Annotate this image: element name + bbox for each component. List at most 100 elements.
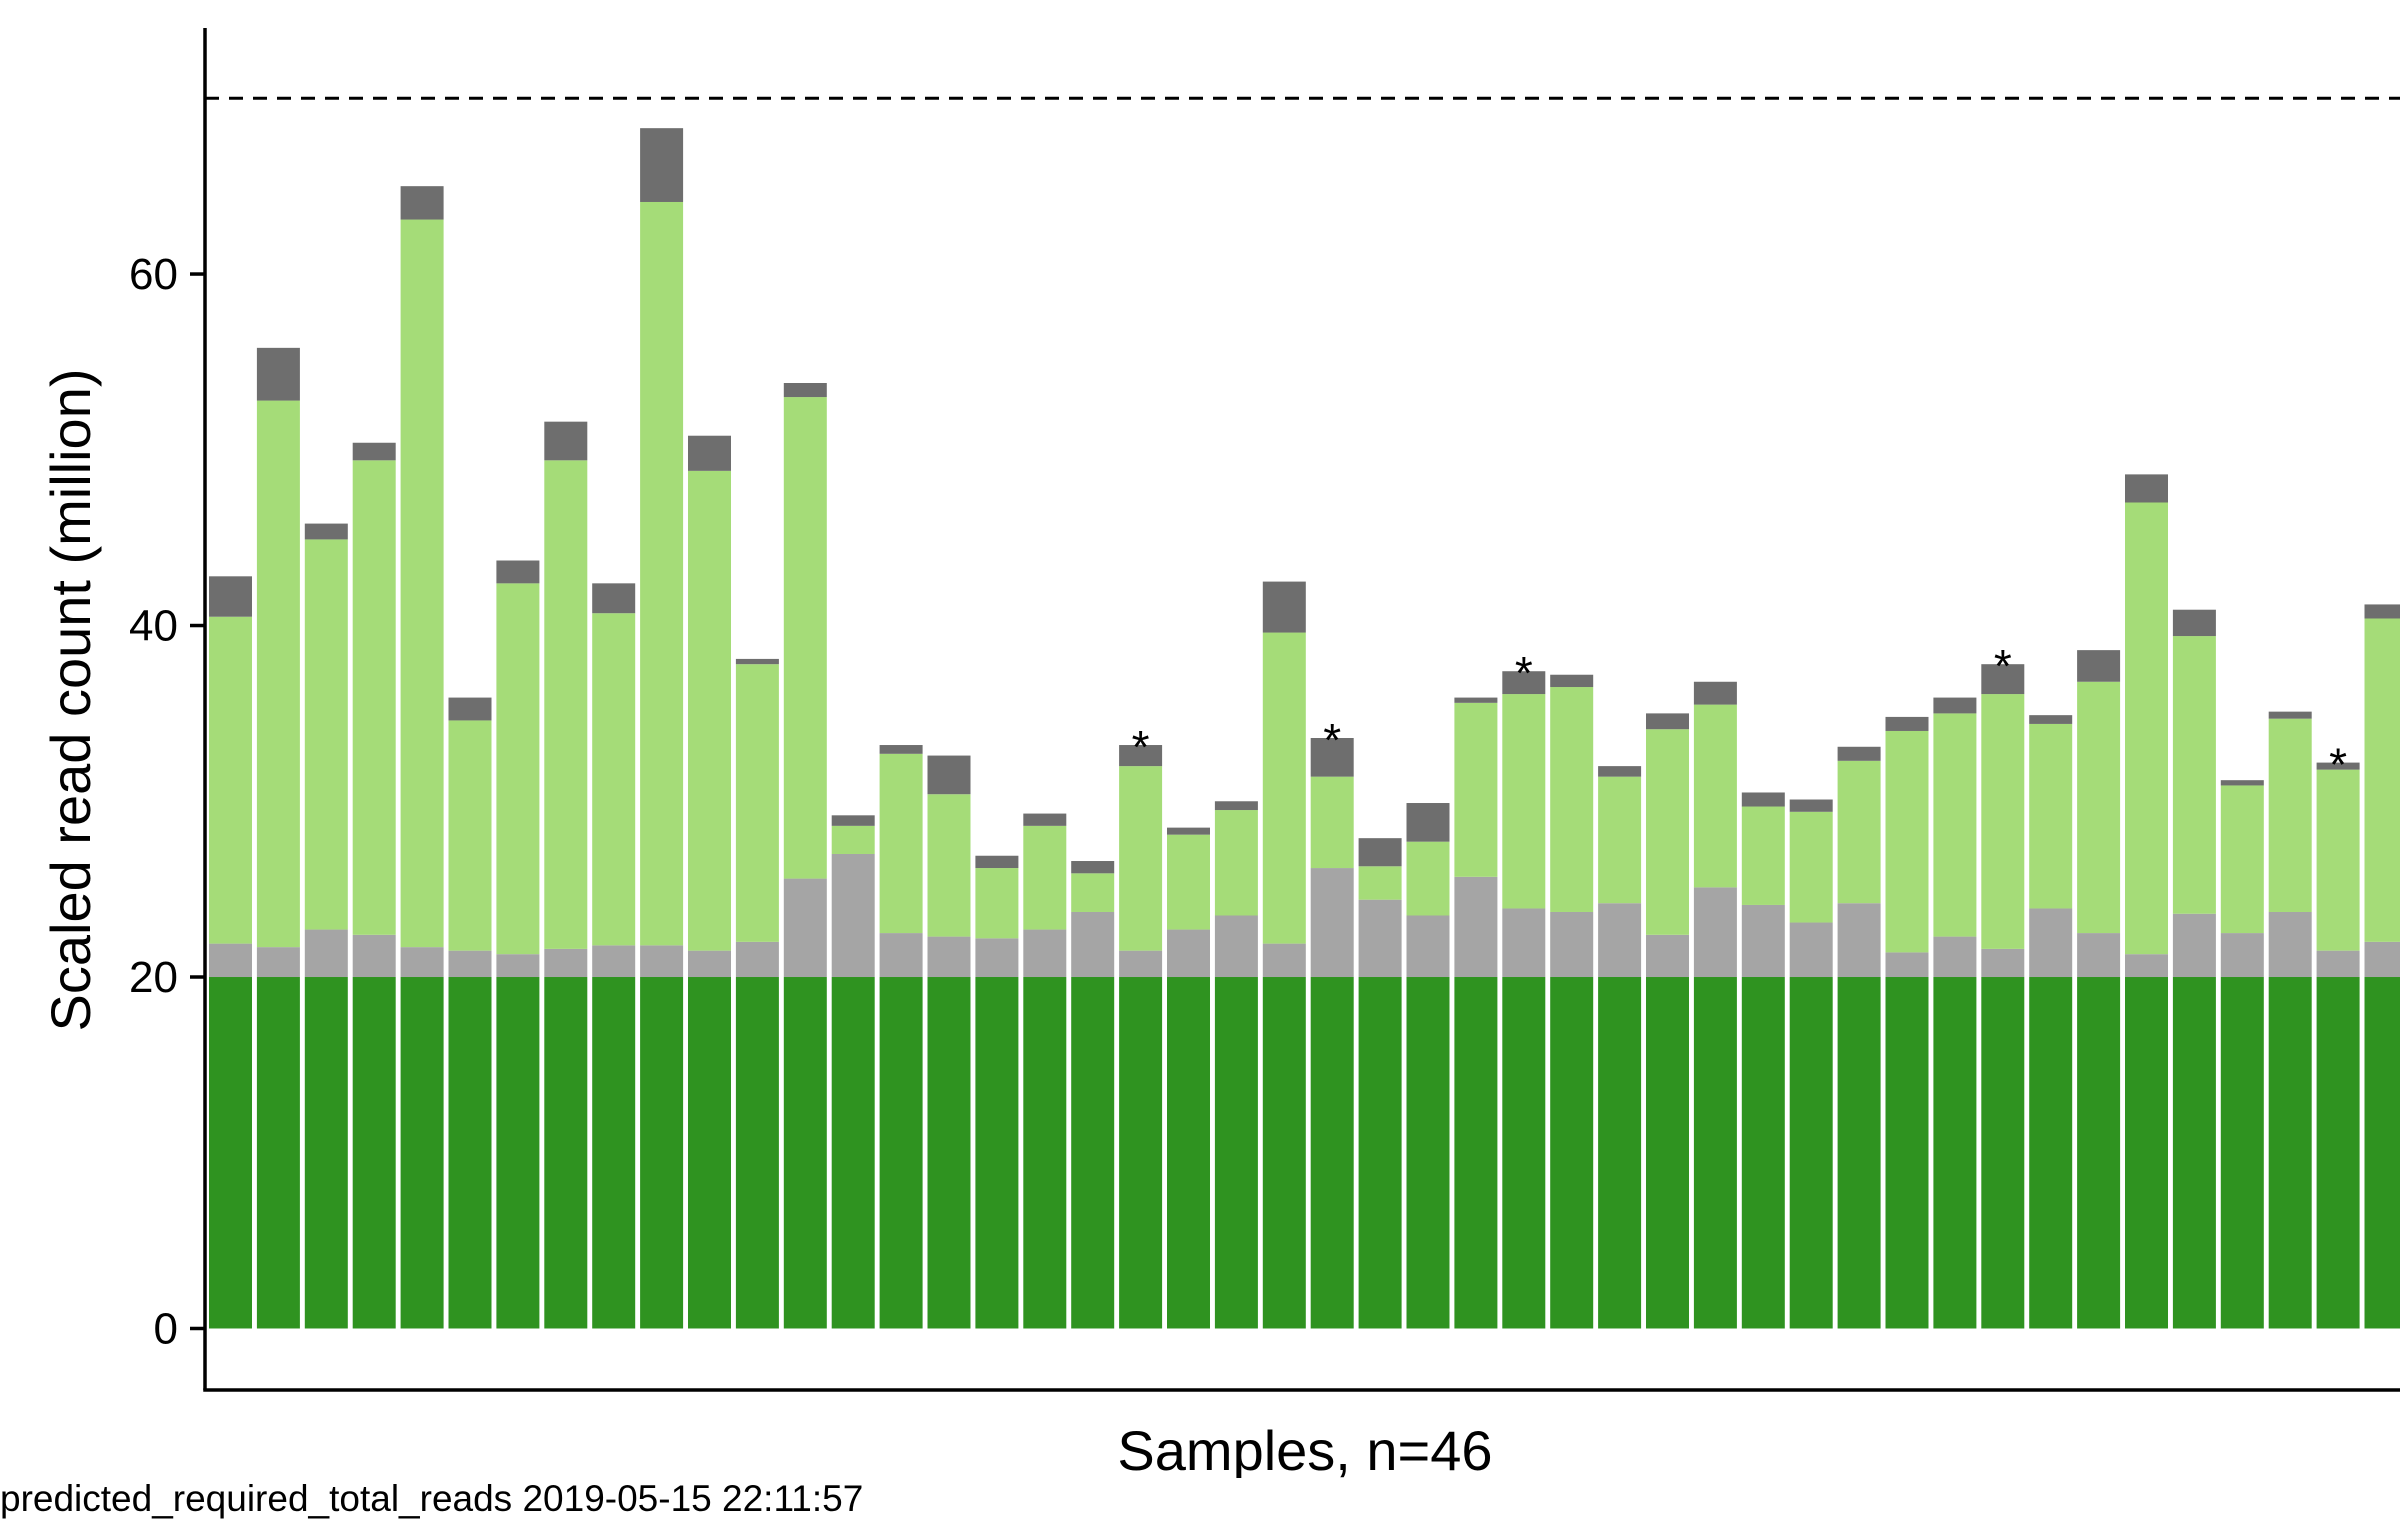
bar-light-segment [305,539,348,929]
bar-base-segment [257,977,300,1328]
bar-dark-segment [736,659,779,664]
bar-grey-segment [832,854,875,977]
bar-base-segment [496,977,539,1328]
bar-base-segment [449,977,492,1328]
bar-base-segment [2125,977,2168,1328]
bar-base-segment [401,977,444,1328]
bar-grey-segment [2317,951,2360,977]
bar-grey-segment [1454,877,1497,977]
bar-base-segment [1263,977,1306,1328]
bar-grey-segment [544,949,587,977]
bar-base-segment [2029,977,2072,1328]
bar-grey-segment [784,879,827,977]
bar-dark-segment [880,745,923,754]
bar-base-segment [1646,977,1689,1328]
bar-dark-segment [2029,715,2072,724]
bar-dark-segment [1790,800,1833,812]
bar-grey-segment [1598,903,1641,977]
bar-light-segment [209,617,252,944]
bar-dark-segment [1023,814,1066,826]
bar-light-segment [928,794,971,936]
bar-base-segment [1838,977,1881,1328]
bar-dark-segment [544,422,587,461]
bar-light-segment [1742,807,1785,905]
bar-base-segment [1215,977,1258,1328]
bar-grey-segment [1550,912,1593,977]
bar-base-segment [1119,977,1162,1328]
bar-light-segment [592,613,635,945]
bar-base-segment [928,977,971,1328]
bar-light-segment [1838,761,1881,903]
bar-base-segment [1550,977,1593,1328]
bar-light-segment [1502,694,1545,908]
bar-light-segment [353,460,396,934]
y-tick-label: 40 [129,602,178,651]
bar-grey-segment [2125,954,2168,977]
bar-grey-segment [1981,949,2024,977]
bar-dark-segment [305,524,348,540]
bar-light-segment [2365,618,2400,941]
bar-base-segment [2365,977,2400,1328]
bar-base-segment [1023,977,1066,1328]
bar-grey-segment [401,947,444,977]
bar-grey-segment [1023,930,1066,977]
bar-light-segment [880,754,923,933]
bar-dark-segment [1359,838,1402,866]
bar-grey-segment [880,933,923,977]
bar-light-segment [544,460,587,949]
bar-dark-segment [1838,747,1881,761]
bar-dark-segment [1167,828,1210,835]
bar-base-segment [2077,977,2120,1328]
bar-dark-segment [2221,780,2264,785]
bar-dark-segment [2269,712,2312,719]
bar-light-segment [2221,785,2264,933]
bar-dark-segment [1407,803,1450,842]
bar-base-segment [975,977,1018,1328]
bar-base-segment [1886,977,1929,1328]
bar-light-segment [2029,724,2072,909]
bar-grey-segment [449,951,492,977]
significance-star: * [1323,714,1341,766]
bar-light-segment [1311,777,1354,868]
bar-light-segment [1646,729,1689,935]
bar-light-segment [1263,633,1306,944]
bar-dark-segment [1646,713,1689,729]
bar-base-segment [305,977,348,1328]
significance-star: * [2329,739,2347,791]
bar-dark-segment [1454,698,1497,703]
bar-dark-segment [592,583,635,613]
bar-grey-segment [2365,942,2400,977]
bar-grey-segment [1167,930,1210,977]
bar-dark-segment [2077,650,2120,682]
bar-light-segment [1023,826,1066,930]
bar-grey-segment [688,951,731,977]
bar-dark-segment [688,436,731,471]
bar-grey-segment [496,954,539,977]
bar-light-segment [1598,777,1641,904]
bar-dark-segment [1742,792,1785,806]
bar-light-segment [2125,503,2168,955]
bar-light-segment [2077,682,2120,933]
bar-base-segment [2317,977,2360,1328]
bar-dark-segment [401,186,444,219]
significance-star: * [1515,647,1533,699]
bar-grey-segment [592,945,635,977]
bar-grey-segment [1071,912,1114,977]
bar-base-segment [1981,977,2024,1328]
bar-dark-segment [1933,698,1976,714]
bar-dark-segment [1550,675,1593,687]
bar-grey-segment [1742,905,1785,977]
bar-light-segment [2173,636,2216,914]
y-axis-label: Scaled read count (million) [39,369,102,1032]
bar-base-segment [544,977,587,1328]
bar-grey-segment [2029,908,2072,977]
bar-base-segment [784,977,827,1328]
bar-dark-segment [257,348,300,401]
bar-light-segment [1454,703,1497,877]
bar-dark-segment [1215,801,1258,810]
bar-grey-segment [1119,951,1162,977]
bar-dark-segment [496,561,539,584]
bar-base-segment [2269,977,2312,1328]
bar-light-segment [1790,812,1833,923]
